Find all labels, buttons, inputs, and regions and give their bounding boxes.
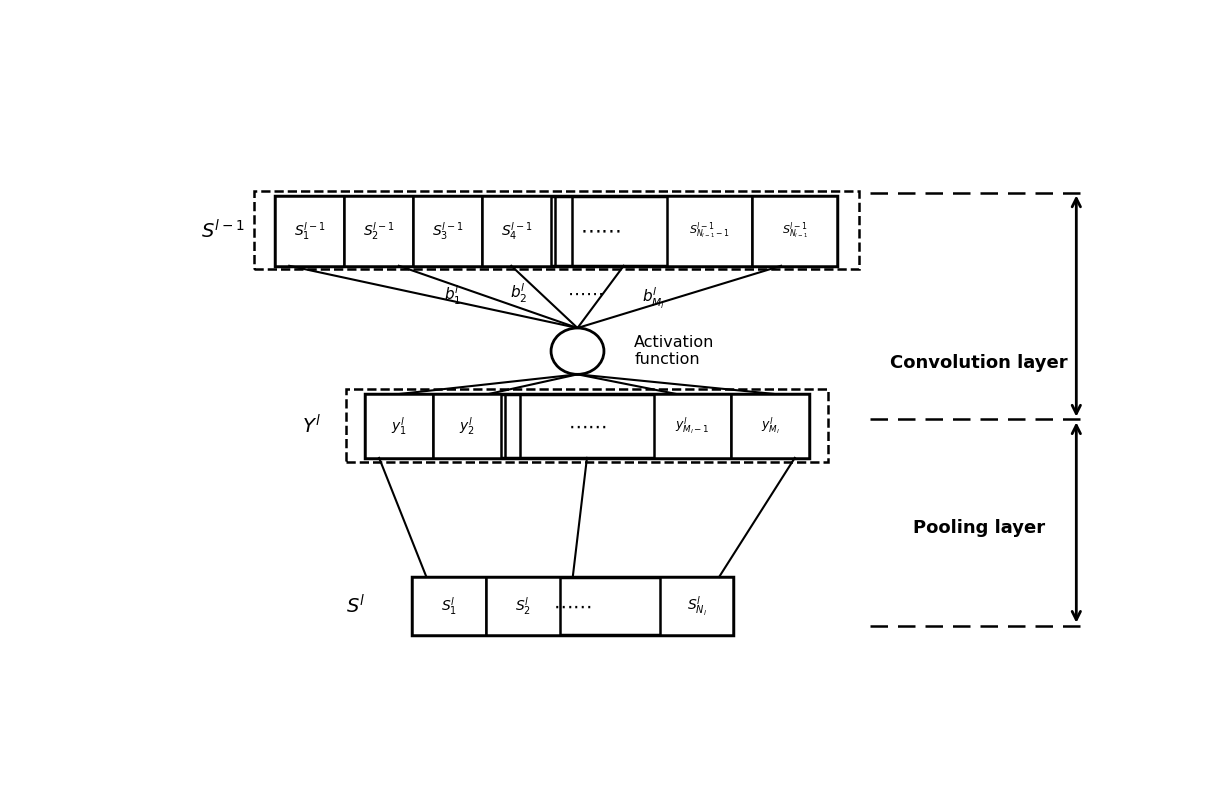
Text: $Y^l$: $Y^l$ <box>301 414 321 437</box>
FancyBboxPatch shape <box>655 394 731 458</box>
FancyBboxPatch shape <box>486 577 560 634</box>
Text: $b_2^l$: $b_2^l$ <box>511 282 528 305</box>
FancyBboxPatch shape <box>659 577 734 634</box>
Text: $y_2^l$: $y_2^l$ <box>460 415 475 437</box>
FancyBboxPatch shape <box>275 196 344 266</box>
Text: $S_1^{l-1}$: $S_1^{l-1}$ <box>294 219 325 242</box>
Text: $y_{M_l}^l$: $y_{M_l}^l$ <box>761 416 780 436</box>
Text: $S_{N_{l-1}-1}^{l-1}$: $S_{N_{l-1}-1}^{l-1}$ <box>690 220 730 241</box>
Ellipse shape <box>551 328 603 375</box>
Text: Pooling layer: Pooling layer <box>913 519 1045 537</box>
Text: Convolution layer: Convolution layer <box>890 354 1068 372</box>
Text: $S_{N_l}^l$: $S_{N_l}^l$ <box>686 594 707 618</box>
FancyBboxPatch shape <box>413 196 482 266</box>
Text: $S^{l-1}$: $S^{l-1}$ <box>201 219 245 242</box>
Text: $S_1^l$: $S_1^l$ <box>441 595 457 617</box>
FancyBboxPatch shape <box>412 577 486 634</box>
Text: $y_1^l$: $y_1^l$ <box>391 415 407 437</box>
Text: $b_{M_l}^l$: $b_{M_l}^l$ <box>641 286 664 311</box>
Text: $y_{M_l-1}^l$: $y_{M_l-1}^l$ <box>675 416 711 436</box>
Text: $S_3^{l-1}$: $S_3^{l-1}$ <box>432 219 463 242</box>
FancyBboxPatch shape <box>482 196 551 266</box>
FancyBboxPatch shape <box>752 196 837 266</box>
Text: $S_4^{l-1}$: $S_4^{l-1}$ <box>501 219 533 242</box>
Text: $S^l$: $S^l$ <box>346 594 366 617</box>
Text: Activation
function: Activation function <box>634 335 714 367</box>
Text: $b_1^l$: $b_1^l$ <box>444 284 462 307</box>
Text: $S_2^l$: $S_2^l$ <box>514 595 530 617</box>
FancyBboxPatch shape <box>344 196 413 266</box>
Text: $S_2^{l-1}$: $S_2^{l-1}$ <box>363 219 395 242</box>
FancyBboxPatch shape <box>731 394 809 458</box>
Text: $\cdots\cdots$: $\cdots\cdots$ <box>567 285 603 303</box>
FancyBboxPatch shape <box>275 196 837 266</box>
Text: $\cdots\cdots$: $\cdots\cdots$ <box>568 417 606 436</box>
Text: $\cdots\cdots$: $\cdots\cdots$ <box>580 221 622 241</box>
FancyBboxPatch shape <box>364 394 433 458</box>
FancyBboxPatch shape <box>667 196 752 266</box>
Text: $S_{N_{l-1}}^{l-1}$: $S_{N_{l-1}}^{l-1}$ <box>781 220 808 241</box>
Text: $\cdots\cdots$: $\cdots\cdots$ <box>553 596 592 615</box>
FancyBboxPatch shape <box>364 394 809 458</box>
FancyBboxPatch shape <box>433 394 501 458</box>
FancyBboxPatch shape <box>412 577 734 634</box>
